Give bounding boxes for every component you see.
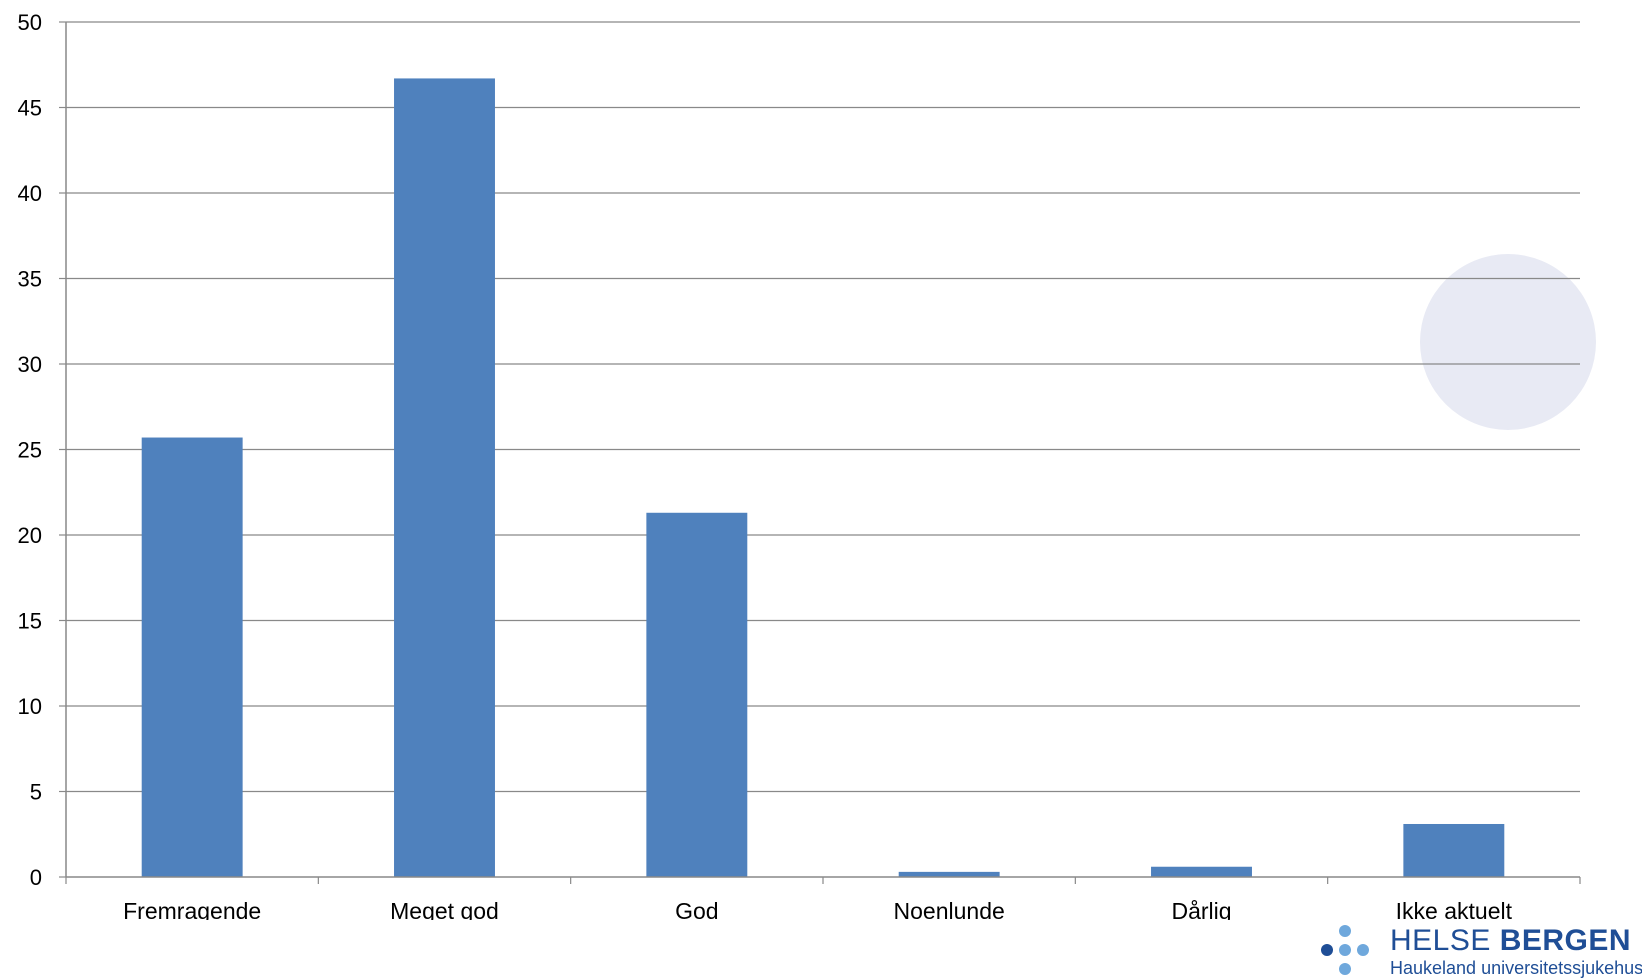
y-tick-label: 5 [30, 780, 42, 805]
y-tick-label: 40 [18, 181, 42, 206]
logo-name: HELSE BERGEN [1390, 924, 1631, 958]
y-tick-label: 20 [18, 523, 42, 548]
y-tick-label: 0 [30, 865, 42, 890]
x-axis-ticks: Fremragende Meget god God Noenlunde Dårlig Ik… [65, 877, 1581, 920]
bar [394, 78, 495, 878]
bar [1403, 823, 1505, 877]
bar-chart: 0 5 10 15 20 25 30 35 40 45 50 Fremragende Meget go… [18, 10, 1596, 920]
logo-subtitle: Haukeland universitetssjukehus [1390, 958, 1642, 978]
logo-name-bold: BERGEN [1499, 924, 1632, 957]
bar [898, 871, 1000, 877]
y-tick-label: 45 [18, 96, 42, 121]
y-tick-label: 25 [18, 438, 42, 463]
bar [141, 437, 243, 877]
gridlines [66, 21, 1580, 793]
bar [1151, 866, 1252, 877]
x-tick-label: Noenlunde [894, 898, 1005, 920]
y-tick-label: 35 [18, 267, 42, 292]
watermark-circle [1420, 254, 1596, 430]
x-tick-label: God [675, 898, 718, 920]
y-axis-ticks: 0 5 10 15 20 25 30 35 40 45 50 [18, 10, 66, 890]
x-tick-label: Meget god [390, 898, 499, 920]
x-tick-label: Fremragende [123, 898, 261, 920]
logo-dots-icon [1321, 925, 1369, 975]
y-tick-label: 50 [18, 10, 42, 35]
bars [141, 78, 1505, 878]
y-tick-label: 10 [18, 694, 42, 719]
bar [646, 512, 748, 877]
y-tick-label: 30 [18, 352, 42, 377]
x-tick-label: Ikke aktuelt [1396, 898, 1513, 920]
y-tick-label: 15 [18, 609, 42, 634]
x-tick-label: Dårlig [1171, 898, 1231, 920]
logo-name-light: HELSE [1390, 924, 1500, 957]
helse-bergen-logo: HELSE BERGEN Haukeland universitetssjuke… [1318, 920, 1642, 980]
